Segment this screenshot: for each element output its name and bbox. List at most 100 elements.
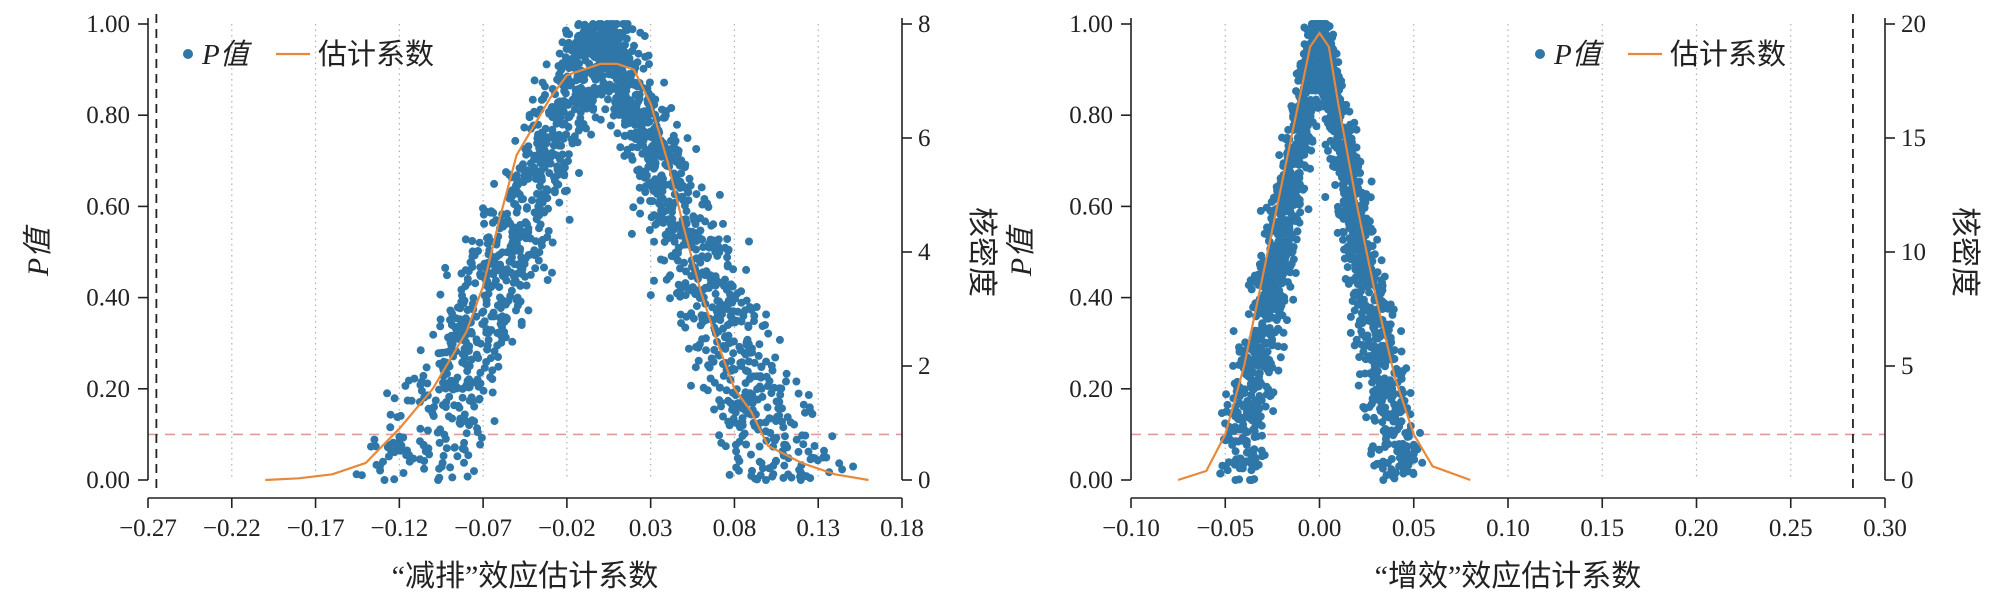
data-point [721, 332, 730, 341]
data-point [657, 208, 666, 217]
data-point [664, 227, 673, 236]
data-point [798, 431, 807, 440]
kde-line [265, 62, 869, 482]
data-point [719, 371, 728, 380]
data-point [1367, 445, 1376, 454]
y-tick-label-right: 4 [918, 239, 931, 266]
data-point [804, 391, 813, 399]
data-point [565, 99, 574, 108]
data-point [493, 252, 501, 261]
data-point [434, 476, 443, 484]
data-point [535, 144, 544, 153]
data-point [516, 221, 525, 229]
data-point [1255, 326, 1264, 335]
data-point [562, 61, 571, 69]
data-point [562, 186, 571, 195]
data-point [562, 26, 570, 35]
data-point [511, 236, 520, 245]
data-point [685, 174, 694, 183]
data-point [1258, 431, 1266, 440]
data-point [1333, 228, 1342, 237]
data-point [479, 210, 488, 219]
data-point [452, 334, 461, 343]
data-point [576, 51, 585, 60]
data-point [399, 469, 408, 477]
data-point [1365, 288, 1374, 297]
data-point [716, 301, 725, 310]
data-point [692, 254, 701, 263]
data-point [647, 92, 656, 101]
data-point [657, 183, 666, 192]
data-point [1262, 203, 1271, 212]
data-point [1273, 264, 1282, 273]
data-point [736, 359, 745, 367]
y-tick-label-left: 0.60 [86, 193, 130, 220]
data-point [771, 353, 780, 362]
data-point [1309, 63, 1318, 72]
data-point [512, 306, 520, 315]
data-point [739, 312, 748, 320]
data-point [1344, 242, 1353, 251]
data-point [702, 346, 710, 355]
data-point [576, 108, 585, 117]
data-point [443, 271, 451, 280]
data-point [528, 196, 536, 205]
data-point [726, 318, 735, 327]
data-point [747, 471, 756, 480]
data-point [470, 402, 479, 411]
data-point [729, 349, 738, 358]
data-point [395, 432, 404, 441]
data-point [619, 20, 628, 28]
data-point [1340, 104, 1349, 113]
data-point [1331, 181, 1340, 189]
data-point [544, 227, 553, 235]
data-point [506, 292, 515, 301]
data-point [728, 405, 737, 414]
data-point [470, 417, 479, 426]
data-point [1351, 264, 1360, 273]
data-point [640, 32, 649, 40]
data-point [685, 227, 694, 236]
data-point [763, 403, 772, 412]
data-point [438, 401, 447, 410]
data-point [455, 418, 464, 427]
data-point [1222, 390, 1231, 399]
data-point [491, 276, 500, 285]
data-point [1300, 111, 1309, 120]
data-point [666, 145, 675, 154]
data-point [605, 70, 614, 79]
data-point [535, 182, 544, 191]
data-point [472, 335, 481, 344]
data-point [702, 267, 711, 276]
data-point [741, 366, 750, 375]
data-point [1301, 103, 1310, 112]
data-point [1343, 169, 1352, 178]
data-point [436, 322, 445, 331]
data-point [605, 61, 614, 70]
data-point [1244, 401, 1253, 409]
data-point [724, 417, 733, 426]
data-point [463, 472, 472, 481]
data-point [676, 177, 685, 186]
data-point [1377, 256, 1386, 265]
data-point [1257, 251, 1266, 260]
data-point [445, 392, 454, 401]
data-point [728, 298, 737, 307]
data-point [742, 296, 751, 305]
data-point [1272, 280, 1281, 289]
data-point [532, 215, 541, 223]
data-point [633, 131, 641, 140]
y-tick-label-left: 0.20 [86, 376, 130, 403]
data-point [1269, 407, 1278, 416]
data-point [757, 362, 766, 371]
data-point [1381, 362, 1389, 371]
data-point [676, 310, 685, 319]
data-point [676, 231, 685, 240]
data-point [1254, 404, 1263, 413]
data-point [476, 440, 485, 449]
data-point [1361, 275, 1370, 284]
data-point [444, 412, 453, 421]
data-point [537, 206, 546, 215]
data-point [715, 190, 724, 199]
data-point [589, 104, 598, 113]
